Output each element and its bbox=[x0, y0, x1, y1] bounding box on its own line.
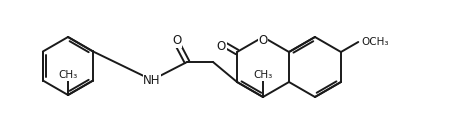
Text: O: O bbox=[258, 34, 268, 48]
Text: O: O bbox=[217, 40, 226, 53]
Text: O: O bbox=[172, 34, 182, 48]
Text: CH₃: CH₃ bbox=[253, 70, 273, 80]
Text: NH: NH bbox=[143, 73, 161, 86]
Text: CH₃: CH₃ bbox=[58, 70, 78, 80]
Text: OCH₃: OCH₃ bbox=[361, 37, 389, 47]
